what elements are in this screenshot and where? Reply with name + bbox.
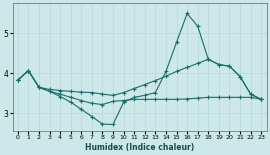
X-axis label: Humidex (Indice chaleur): Humidex (Indice chaleur) [85,143,194,152]
